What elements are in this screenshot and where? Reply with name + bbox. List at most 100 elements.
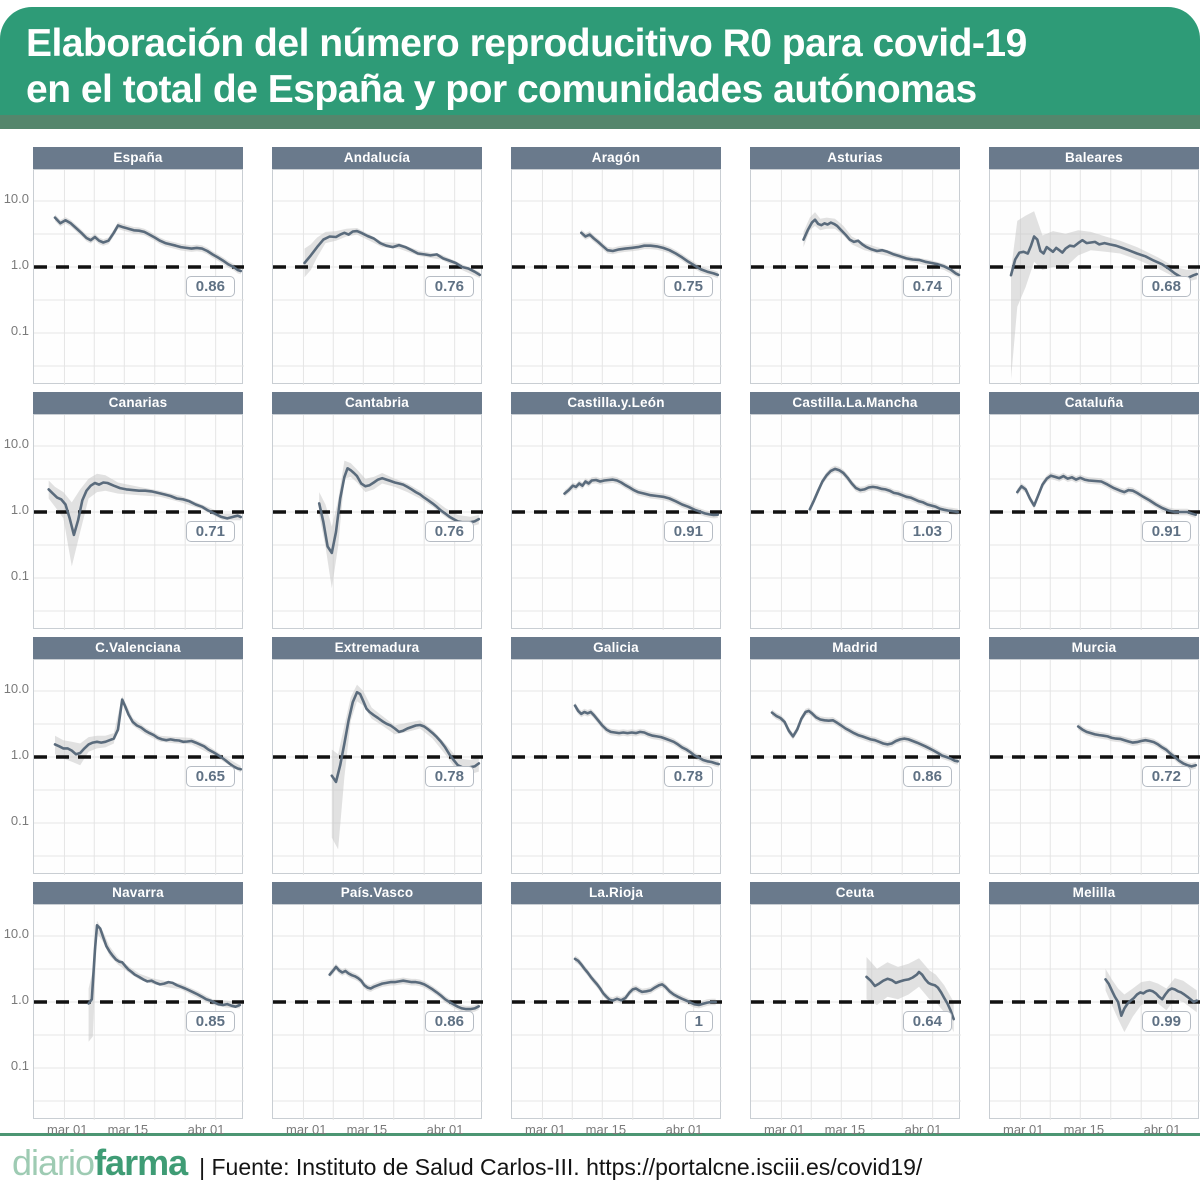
panel-navarra: Navarra 0.85 10.0 1.0 0.1 mar 01 mar 15 abr 01 xyxy=(4,882,244,1137)
panel-title-melilla: Melilla xyxy=(989,882,1199,904)
panel-arag-n: Aragón 0.75 xyxy=(511,147,722,385)
panel-title-cantabria: Cantabria xyxy=(272,392,482,414)
panel-canarias: Canarias 0.71 10.0 1.0 0.1 xyxy=(4,392,244,630)
panel-title-madrid: Madrid xyxy=(750,637,960,659)
panel-title-navarra: Navarra xyxy=(33,882,243,904)
panel-asturias: Asturias 0.74 xyxy=(750,147,961,385)
panel-la-rioja: La.Rioja 1 mar 01 mar 15 abr 01 xyxy=(511,882,722,1137)
footer-divider xyxy=(0,1133,1200,1136)
x-axis-label: mar 01 xyxy=(1002,1122,1044,1137)
x-axis-label: abr 01 xyxy=(904,1122,942,1137)
r0-value-badge-castilla-la-mancha: 1.03 xyxy=(902,521,952,542)
r0-series-line xyxy=(580,231,720,277)
panel-title-espa-a: España xyxy=(33,147,243,169)
panel-plot-melilla: 0.99 xyxy=(989,904,1200,1120)
y-axis-label: 0.1 xyxy=(10,568,29,583)
panel-andaluc-a: Andalucía 0.76 xyxy=(272,147,483,385)
panel-castilla-la-mancha: Castilla.La.Mancha 1.03 xyxy=(750,392,961,630)
r0-value-badge-espa-a: 0.86 xyxy=(185,276,235,297)
r0-value-badge-castilla-y-le-n: 0.91 xyxy=(663,521,713,542)
diariofarma-logo: diariofarma xyxy=(12,1142,188,1184)
confidence-band xyxy=(866,957,954,1033)
small-multiples-grid: España 0.86 10.0 1.0 0.1 Andalucía 0.76 Aragón 0… xyxy=(0,147,1200,1137)
x-axis-label: mar 01 xyxy=(285,1122,327,1137)
panel-c-valenciana: C.Valenciana 0.65 10.0 1.0 0.1 xyxy=(4,637,244,875)
r0-chart-castilla-la-mancha xyxy=(751,415,961,630)
panel-plot-c-valenciana: 0.65 xyxy=(33,659,244,875)
r0-value-badge-catalu-a: 0.91 xyxy=(1141,521,1191,542)
r0-chart-andaluc-a xyxy=(273,170,483,385)
panel-plot-espa-a: 0.86 xyxy=(33,169,244,385)
r0-chart-baleares xyxy=(990,170,1200,385)
x-axis-label: mar 01 xyxy=(763,1122,805,1137)
r0-chart-arag-n xyxy=(512,170,722,385)
panel-title-castilla-la-mancha: Castilla.La.Mancha xyxy=(750,392,960,414)
panel-title-murcia: Murcia xyxy=(989,637,1199,659)
confidence-band xyxy=(564,476,718,519)
r0-chart-pa-s-vasco xyxy=(273,905,483,1120)
r0-value-badge-andaluc-a: 0.76 xyxy=(424,276,474,297)
panel-plot-navarra: 0.85 xyxy=(33,904,244,1120)
x-axis-label: mar 15 xyxy=(1063,1122,1105,1137)
panel-extremadura: Extremadura 0.78 xyxy=(272,637,483,875)
r0-series-line xyxy=(328,965,481,1011)
title-banner: Elaboración del número reproducitivo R0 … xyxy=(0,7,1200,115)
r0-value-badge-murcia: 0.72 xyxy=(1141,766,1191,787)
panel-plot-arag-n: 0.75 xyxy=(511,169,722,385)
r0-value-badge-pa-s-vasco: 0.86 xyxy=(424,1011,474,1032)
panel-title-arag-n: Aragón xyxy=(511,147,721,169)
r0-value-badge-navarra: 0.85 xyxy=(185,1011,235,1032)
r0-value-badge-madrid: 0.86 xyxy=(902,766,952,787)
r0-value-badge-ceuta: 0.64 xyxy=(902,1011,952,1032)
panel-title-ceuta: Ceuta xyxy=(750,882,960,904)
r0-chart-espa-a xyxy=(34,170,244,385)
r0-value-badge-melilla: 0.99 xyxy=(1141,1011,1191,1032)
panel-title-extremadura: Extremadura xyxy=(272,637,482,659)
x-axis-label: mar 15 xyxy=(107,1122,149,1137)
panel-plot-catalu-a: 0.91 xyxy=(989,414,1200,630)
confidence-band xyxy=(575,955,716,1009)
panel-title-pa-s-vasco: País.Vasco xyxy=(272,882,482,904)
panel-plot-la-rioja: 1 xyxy=(511,904,722,1120)
source-attribution: | Fuente: Instituto de Salud Carlos-III.… xyxy=(199,1154,923,1180)
y-axis-label: 1.0 xyxy=(10,502,29,517)
panel-castilla-y-le-n: Castilla.y.León 0.91 xyxy=(511,392,722,630)
panel-title-canarias: Canarias xyxy=(33,392,243,414)
r0-series-line xyxy=(1076,725,1198,768)
footer: diariofarma | Fuente: Instituto de Salud… xyxy=(0,1136,1200,1184)
logo-farma: farma xyxy=(94,1142,188,1183)
r0-value-badge-extremadura: 0.78 xyxy=(424,766,474,787)
y-axis-label: 0.1 xyxy=(10,813,29,828)
page-title-line2: en el total de España y por comunidades … xyxy=(26,68,977,112)
x-axis-label: abr 01 xyxy=(187,1122,225,1137)
x-axis-label: mar 15 xyxy=(824,1122,866,1137)
panel-plot-castilla-y-le-n: 0.91 xyxy=(511,414,722,630)
r0-series-line xyxy=(573,704,721,766)
panel-ceuta: Ceuta 0.64 mar 01 mar 15 abr 01 xyxy=(750,882,961,1137)
r0-series-line xyxy=(317,467,481,555)
y-axis-label: 10.0 xyxy=(3,681,29,696)
logo-diario: diario xyxy=(12,1142,95,1183)
panel-title-asturias: Asturias xyxy=(750,147,960,169)
r0-value-badge-canarias: 0.71 xyxy=(185,521,235,542)
r0-series-line xyxy=(53,698,243,771)
title-accent-bar xyxy=(0,115,1200,129)
panel-cantabria: Cantabria 0.76 xyxy=(272,392,483,630)
panel-pa-s-vasco: País.Vasco 0.86 mar 01 mar 15 abr 01 xyxy=(272,882,483,1137)
panel-title-la-rioja: La.Rioja xyxy=(511,882,721,904)
panel-title-castilla-y-le-n: Castilla.y.León xyxy=(511,392,721,414)
confidence-band xyxy=(55,696,241,773)
r0-chart-madrid xyxy=(751,660,961,875)
r0-series-line xyxy=(1104,978,1199,1017)
panel-melilla: Melilla 0.99 mar 01 mar 15 abr 01 xyxy=(989,882,1200,1137)
r0-chart-murcia xyxy=(990,660,1200,875)
r0-chart-ceuta xyxy=(751,905,961,1120)
x-axis-label: abr 01 xyxy=(426,1122,464,1137)
r0-series-line xyxy=(573,957,717,1007)
panel-plot-andaluc-a: 0.76 xyxy=(272,169,483,385)
r0-chart-canarias xyxy=(34,415,244,630)
panel-title-catalu-a: Cataluña xyxy=(989,392,1199,414)
x-axis-label: abr 01 xyxy=(1143,1122,1181,1137)
panel-plot-madrid: 0.86 xyxy=(750,659,961,875)
panel-plot-ceuta: 0.64 xyxy=(750,904,961,1120)
